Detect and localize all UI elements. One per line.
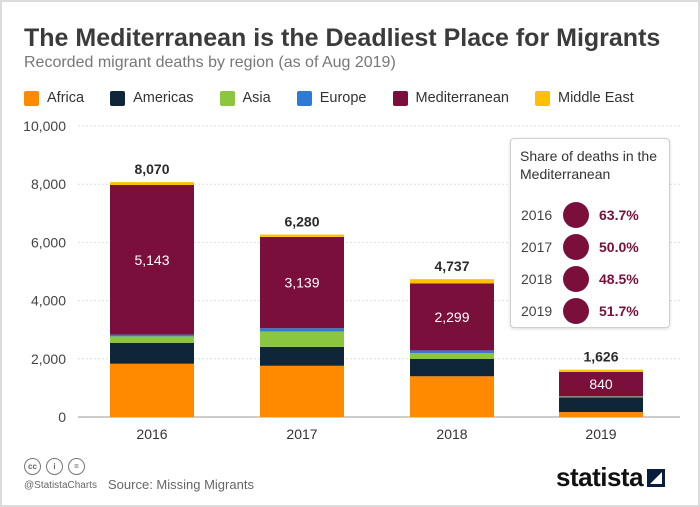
- legend-label: Americas: [133, 90, 194, 106]
- bar-segment-europe: [410, 350, 494, 353]
- bar-segment-mediterranean: [260, 236, 344, 329]
- share-pct: 48.5%: [599, 271, 639, 287]
- legend-label: Mediterranean: [415, 90, 510, 106]
- bar-segment-mediterranean: [559, 371, 643, 397]
- legend-item-middle-east: Middle East: [535, 90, 634, 106]
- legend: Africa Americas Asia Europe Mediterranea…: [24, 88, 684, 108]
- legend-swatch: [392, 90, 408, 106]
- bar-segment-americas: [410, 358, 494, 377]
- legend-label: Middle East: [558, 90, 634, 106]
- y-tick-label: 8,000: [31, 176, 66, 192]
- total-label: 4,737: [434, 258, 469, 274]
- bar-segment-mediterranean: [410, 283, 494, 351]
- chart-subtitle: Recorded migrant deaths by region (as of…: [24, 54, 396, 71]
- bar-segment-americas: [559, 397, 643, 413]
- mediterranean-value-label: 5,143: [134, 252, 169, 268]
- share-year: 2017: [521, 239, 553, 255]
- attribution-icon[interactable]: i: [46, 458, 63, 475]
- legend-label: Africa: [47, 90, 85, 106]
- y-tick-label: 10,000: [23, 118, 66, 134]
- share-row-2016: 2016 63.7%: [521, 201, 639, 229]
- y-tick-label: 2,000: [31, 351, 66, 367]
- logo-text: statista: [556, 462, 644, 492]
- legend-item-mediterranean: Mediterranean: [392, 90, 510, 106]
- bar-segment-asia: [559, 396, 643, 398]
- statista-logo[interactable]: statista: [556, 462, 666, 493]
- mediterranean-value-label: 3,139: [284, 275, 319, 291]
- bar-segment-middle-east: [559, 369, 643, 372]
- bar-segment-middle-east: [410, 279, 494, 284]
- share-dot: [563, 266, 589, 292]
- x-tick-label: 2017: [286, 426, 317, 442]
- bar-segment-americas: [260, 346, 344, 366]
- legend-item-americas: Americas: [110, 90, 194, 106]
- x-tick-label: 2016: [136, 426, 167, 442]
- share-pct: 50.0%: [599, 239, 639, 255]
- bar-segment-europe: [110, 334, 194, 337]
- legend-label: Europe: [319, 90, 367, 106]
- bar-segment-asia: [260, 331, 344, 347]
- legend-item-africa: Africa: [24, 90, 84, 106]
- share-year: 2018: [521, 271, 553, 287]
- source-note: Source: Missing Migrants: [108, 477, 254, 492]
- total-label: 8,070: [134, 161, 169, 177]
- legend-swatch: [535, 90, 550, 106]
- bar-segment-africa: [260, 365, 344, 417]
- bar-segment-middle-east: [260, 234, 344, 237]
- license-icons: cc i =: [24, 458, 90, 475]
- share-row-2017: 2017 50.0%: [521, 233, 639, 261]
- bar-segment-mediterranean: [110, 184, 194, 335]
- bar-segment-europe: [260, 328, 344, 332]
- legend-label: Asia: [242, 90, 271, 106]
- mediterranean-value-label: 2,299: [434, 309, 469, 325]
- y-tick-label: 4,000: [31, 293, 66, 309]
- x-tick-label: 2018: [436, 426, 467, 442]
- social-handle: @StatistaCharts: [24, 480, 97, 491]
- total-label: 1,626: [583, 349, 618, 365]
- legend-item-europe: Europe: [296, 90, 367, 106]
- chart-title: The Mediterranean is the Deadliest Place…: [24, 24, 661, 52]
- share-dot: [563, 298, 589, 324]
- share-pct: 63.7%: [599, 207, 639, 223]
- legend-swatch: [296, 90, 312, 106]
- bar-segment-africa: [559, 412, 643, 417]
- creative-commons-icon[interactable]: cc: [24, 458, 41, 475]
- total-label: 6,280: [284, 214, 319, 230]
- bar-segment-middle-east: [110, 182, 194, 185]
- mediterranean-value-label: 840: [589, 376, 613, 392]
- y-tick-label: 6,000: [31, 234, 66, 250]
- share-year: 2019: [521, 303, 553, 319]
- share-box-title: Share of deaths in the Mediterranean: [520, 148, 657, 182]
- legend-swatch: [110, 90, 126, 106]
- bar-segment-africa: [410, 376, 494, 417]
- legend-swatch: [219, 90, 235, 106]
- y-tick-label: 0: [58, 409, 66, 425]
- share-pct: 51.7%: [599, 303, 639, 319]
- bar-segment-asia: [110, 336, 194, 343]
- bar-segment-asia: [410, 352, 494, 359]
- share-year: 2016: [521, 207, 553, 223]
- bar-segment-americas: [110, 342, 194, 364]
- share-dot: [563, 202, 589, 228]
- share-row-2018: 2018 48.5%: [521, 265, 639, 293]
- no-derivatives-icon[interactable]: =: [68, 458, 85, 475]
- legend-item-asia: Asia: [219, 90, 271, 106]
- logo-mark-icon: [647, 468, 666, 487]
- share-box: Share of deaths in the Mediterranean 201…: [510, 138, 670, 328]
- share-dot: [563, 234, 589, 260]
- share-row-2019: 2019 51.7%: [521, 297, 639, 325]
- x-tick-label: 2019: [585, 426, 616, 442]
- bar-segment-africa: [110, 363, 194, 417]
- legend-swatch: [24, 90, 39, 106]
